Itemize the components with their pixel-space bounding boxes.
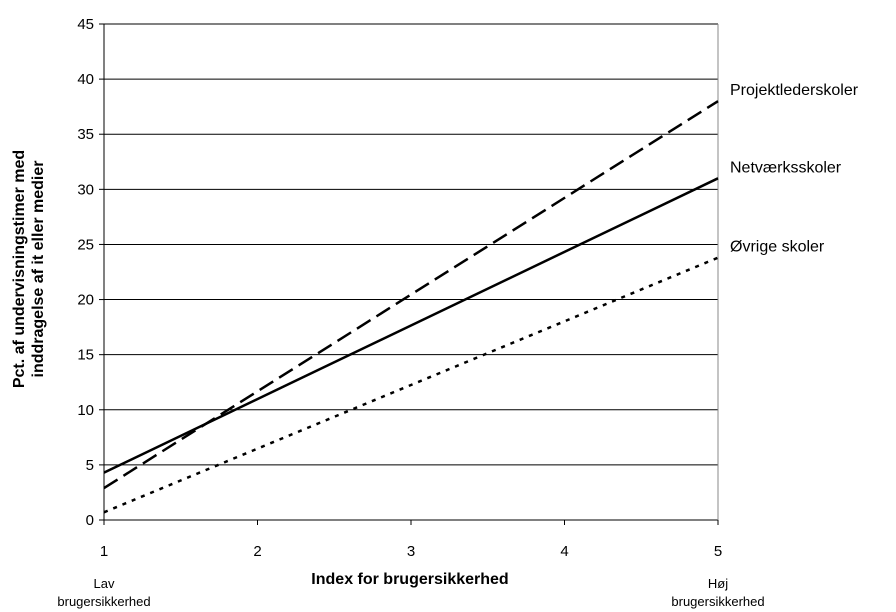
- y-axis-title-line2: inddragelse af it eller medier: [30, 161, 47, 378]
- x-tick-label-1: 1: [100, 543, 108, 560]
- x-high-label-line2: brugersikkerhed: [671, 594, 764, 609]
- y-tick-label-35: 35: [77, 126, 94, 143]
- x-tick-label-3: 3: [407, 543, 415, 560]
- series-line-projektlederskoler: [103, 100, 719, 490]
- y-tick-label-45: 45: [77, 16, 94, 33]
- grid-lines: [104, 23, 718, 466]
- y-tick-label-25: 25: [77, 236, 94, 253]
- y-axis-title-line1: Pct. af undervisningstimer med: [11, 150, 28, 388]
- x-tick-label-2: 2: [253, 543, 261, 560]
- series-label-øvrige-skoler: Øvrige skoler: [730, 239, 825, 256]
- y-tick-labels: 0 5 10 15 20 25 30 35 40 45: [77, 16, 104, 529]
- series-label-netværksskoler: Netværksskoler: [730, 159, 842, 176]
- y-tick-label-0: 0: [86, 512, 94, 529]
- x-low-label-line1: Lav: [94, 576, 115, 591]
- plot-frame: [103, 24, 719, 521]
- series-label-projektlederskoler: Projektlederskoler: [730, 82, 859, 99]
- y-tick-label-20: 20: [77, 292, 94, 309]
- series-line-netværksskoler: [103, 177, 719, 474]
- series-labels: Projektlederskoler Netværksskoler Øvrige s…: [730, 82, 859, 256]
- x-high-label-line1: Høj: [708, 576, 728, 591]
- x-tick-label-4: 4: [560, 543, 568, 560]
- y-axis-title: Pct. af undervisningstimer med inddragel…: [11, 150, 47, 388]
- x-low-label-line2: brugersikkerhed: [57, 594, 150, 609]
- y-tick-label-40: 40: [77, 71, 94, 88]
- series-line-øvrige-skoler: [103, 256, 719, 514]
- x-tick-labels: 1 2 3 4 5: [100, 520, 722, 560]
- x-tick-label-5: 5: [714, 543, 722, 560]
- series-lines: [103, 100, 719, 514]
- y-tick-label-30: 30: [77, 181, 94, 198]
- y-tick-label-5: 5: [86, 457, 94, 474]
- y-tick-label-10: 10: [77, 402, 94, 419]
- y-tick-label-15: 15: [77, 347, 94, 364]
- x-axis-title: Index for brugersikkerhed: [311, 571, 508, 588]
